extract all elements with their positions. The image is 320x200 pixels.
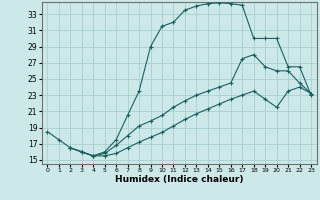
X-axis label: Humidex (Indice chaleur): Humidex (Indice chaleur) bbox=[115, 175, 244, 184]
